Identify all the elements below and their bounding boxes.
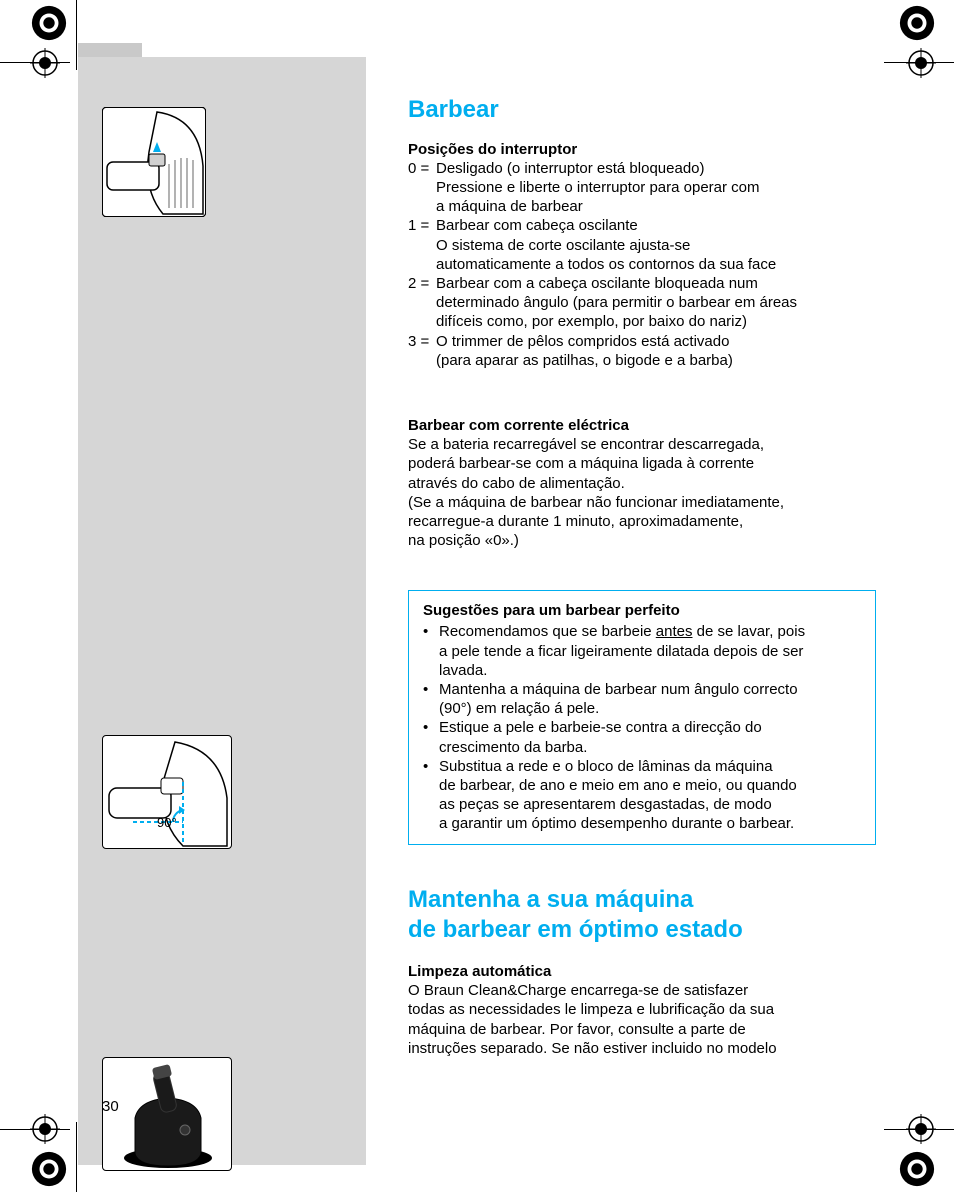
section-corrente: Barbear com corrente eléctrica Se a bate… (408, 416, 876, 550)
positions-list: 0 =Desligado (o interruptor está bloquea… (408, 159, 876, 370)
illus-90deg: 90° (102, 735, 232, 849)
target-mark-tr (906, 48, 936, 78)
sidebar-panel: 2 1 2 1 (78, 57, 366, 1165)
bullet: •Estique a pele e barbeie-se contra a di… (423, 718, 861, 756)
heading-maintain: Mantenha a sua máquina de barbear em ópt… (408, 885, 876, 946)
illus-clean-charge (102, 1057, 232, 1171)
reg-mark-br (898, 1150, 936, 1188)
main-content: Barbear Posições do interruptor 0 =Desli… (408, 95, 876, 1058)
pos-row: 3 =O trimmer de pêlos compridos está act… (408, 332, 876, 370)
crop-mark (884, 1129, 954, 1130)
target-mark-tl (30, 48, 60, 78)
top-grey-tab (78, 43, 142, 57)
illus-trimmer-face (102, 107, 206, 217)
heading-barbear: Barbear (408, 95, 876, 126)
subheading-limpeza: Limpeza automática (408, 962, 876, 981)
bullet: •Recomendamos que se barbeie antes de se… (423, 622, 861, 680)
subheading-corrente: Barbear com corrente eléctrica (408, 416, 876, 435)
subheading-posicoes: Posições do interruptor (408, 140, 876, 159)
crop-mark (76, 0, 77, 70)
crop-mark (0, 62, 70, 63)
crop-mark (0, 1129, 70, 1130)
body-text: Se a bateria recarregável se encontrar d… (408, 435, 876, 550)
reg-mark-bl (30, 1150, 68, 1188)
bullet: •Substitua a rede e o bloco de lâminas d… (423, 757, 861, 834)
pos-row: 1 =Barbear com cabeça oscilanteO sistema… (408, 216, 876, 274)
reg-mark-tr (898, 4, 936, 42)
crop-mark (76, 1122, 77, 1192)
tips-title: Sugestões para um barbear perfeito (423, 601, 861, 620)
tips-callout-box: Sugestões para um barbear perfeito •Reco… (408, 590, 876, 844)
pos-row: 0 =Desligado (o interruptor está bloquea… (408, 159, 876, 217)
bullet: •Mantenha a máquina de barbear num ângul… (423, 680, 861, 718)
illus-grid: 2 1 2 1 (102, 107, 320, 457)
body-text: O Braun Clean&Charge encarrega-se de sat… (408, 981, 876, 1058)
pos-row: 2 =Barbear com a cabeça oscilante bloque… (408, 274, 876, 332)
reg-mark-tl (30, 4, 68, 42)
crop-mark (884, 62, 954, 63)
angle-label: 90° (157, 815, 177, 830)
page-number: 30 (102, 1098, 119, 1115)
